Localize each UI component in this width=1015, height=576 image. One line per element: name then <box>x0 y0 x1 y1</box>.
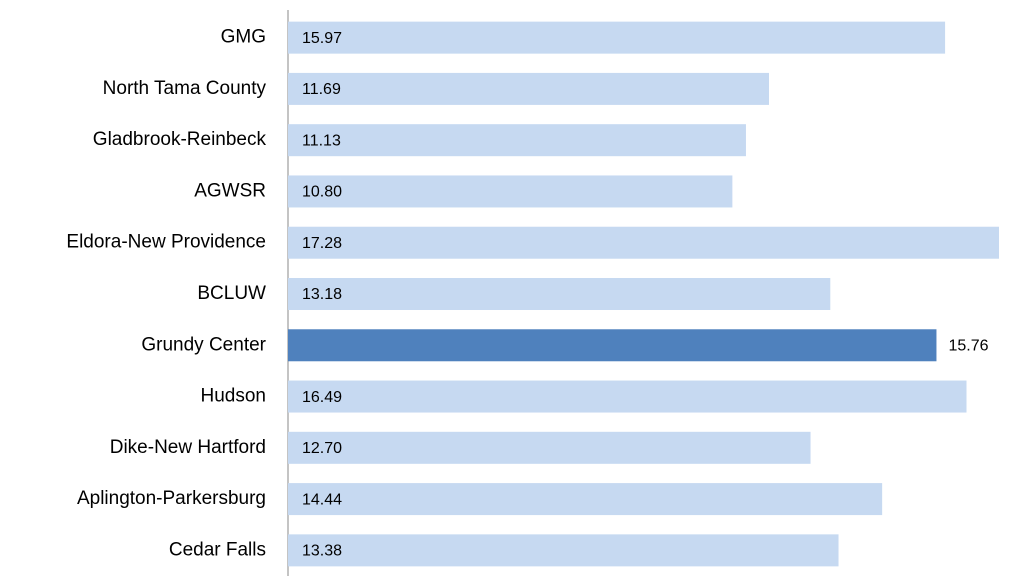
category-label: Dike-New Hartford <box>110 437 266 458</box>
value-label: 15.97 <box>302 30 342 47</box>
bar <box>288 226 999 259</box>
category-label: Grundy Center <box>141 334 266 355</box>
category-label: GMG <box>221 27 266 48</box>
category-label: Gladbrook-Reinbeck <box>93 129 267 150</box>
value-label: 12.70 <box>302 440 342 457</box>
value-label: 11.13 <box>302 132 341 149</box>
category-label: Aplington-Parkersburg <box>77 488 266 509</box>
bar <box>288 380 967 413</box>
bar <box>288 431 811 464</box>
bar <box>288 278 831 310</box>
category-label: BCLUW <box>197 283 266 304</box>
category-label: Hudson <box>201 386 267 407</box>
value-label: 15.76 <box>948 337 988 354</box>
value-label: 10.80 <box>302 184 342 201</box>
category-label: AGWSR <box>194 180 266 201</box>
value-label: 13.38 <box>302 543 342 560</box>
bar <box>288 329 937 362</box>
bar <box>288 72 769 105</box>
value-label: 14.44 <box>302 491 342 508</box>
bar <box>288 534 839 567</box>
bar <box>288 175 733 208</box>
category-label: North Tama County <box>103 78 267 99</box>
category-label: Eldora-New Providence <box>66 232 266 253</box>
bar <box>288 124 746 157</box>
value-label: 11.69 <box>302 81 341 98</box>
value-label: 16.49 <box>302 389 342 406</box>
value-label: 17.28 <box>302 235 342 252</box>
bar <box>288 483 883 516</box>
bar <box>288 21 946 54</box>
category-label: Cedar Falls <box>169 539 266 560</box>
value-label: 13.18 <box>302 286 342 303</box>
